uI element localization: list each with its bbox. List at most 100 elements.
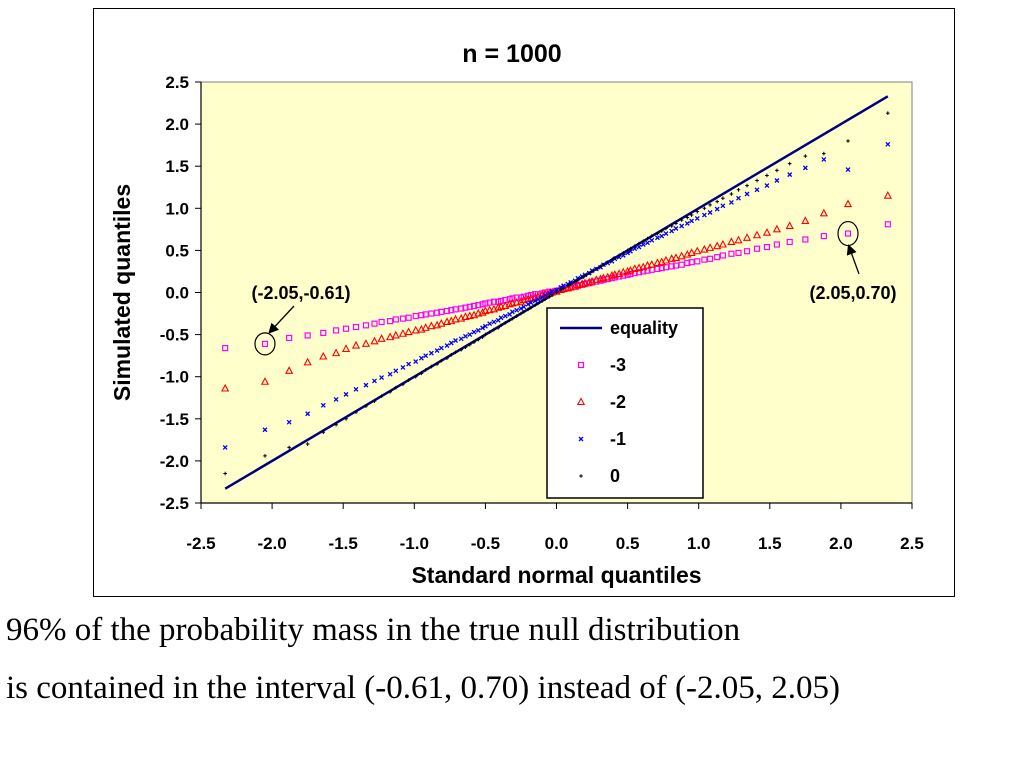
data-point [475, 302, 482, 309]
data-point [332, 327, 340, 334]
data-point [378, 318, 385, 326]
x-tick-label: 1.0 [687, 534, 711, 553]
data-point [647, 260, 656, 268]
data-point [458, 336, 464, 342]
data-point [706, 255, 714, 262]
data-point [663, 231, 669, 237]
data-point [487, 321, 493, 327]
y-tick-label: -0.5 [160, 326, 189, 345]
data-point [610, 257, 614, 262]
data-point [393, 368, 399, 374]
data-point [449, 353, 454, 357]
data-point [668, 263, 675, 270]
chart-title: n = 1000 [462, 40, 561, 68]
data-point [483, 332, 488, 337]
data-point [585, 277, 594, 286]
data-point [718, 239, 727, 248]
data-point [499, 323, 503, 328]
data-point [394, 385, 398, 390]
data-point [701, 256, 708, 263]
data-point [400, 364, 406, 370]
legend-marker-swatch [576, 397, 586, 406]
data-point [418, 312, 425, 319]
data-point [561, 283, 567, 289]
data-point [362, 322, 370, 329]
data-point [470, 302, 478, 310]
data-point [623, 266, 632, 275]
data-point [514, 307, 520, 313]
data-point [561, 286, 566, 291]
data-point [507, 318, 512, 323]
data-point [494, 302, 503, 311]
data-point [305, 411, 311, 417]
data-point [785, 221, 794, 230]
x-tick-label: 1.5 [758, 534, 782, 553]
data-point [406, 361, 412, 367]
data-point [418, 355, 424, 361]
data-point [364, 404, 368, 408]
data-point [421, 323, 430, 331]
data-point [819, 208, 828, 217]
y-tick-label: -2.5 [160, 494, 189, 513]
data-point [352, 323, 360, 331]
data-point [762, 228, 772, 236]
data-point [466, 303, 473, 310]
data-point [438, 308, 445, 315]
data-point [285, 366, 294, 374]
data-point [263, 454, 267, 458]
data-point [786, 238, 793, 246]
data-point [428, 350, 434, 356]
data-point [320, 402, 326, 408]
data-point [520, 293, 527, 300]
legend-label: equality [610, 318, 678, 338]
data-point [533, 303, 537, 307]
data-point [736, 195, 741, 201]
data-point [527, 291, 535, 299]
data-point [655, 235, 660, 241]
data-point [598, 264, 603, 269]
data-point [525, 301, 531, 307]
data-point [405, 314, 412, 321]
data-point [701, 212, 707, 218]
data-point [453, 338, 458, 343]
legend-item: -1 [578, 429, 626, 449]
x-tick-label: -2.5 [186, 534, 215, 553]
data-point [487, 330, 492, 334]
data-point [640, 268, 647, 275]
data-point [482, 300, 489, 307]
data-point [286, 419, 292, 425]
data-point [412, 312, 419, 320]
data-point [685, 215, 690, 220]
data-point [452, 306, 459, 313]
data-point [371, 320, 378, 327]
data-point [458, 305, 465, 312]
x-tick-label: 0.5 [616, 534, 640, 553]
data-point [773, 241, 781, 248]
data-point [260, 377, 270, 385]
data-point [752, 230, 762, 239]
data-point [658, 264, 665, 272]
data-point [587, 271, 592, 275]
data-point [566, 283, 570, 288]
data-point [649, 237, 655, 243]
data-point [684, 259, 691, 267]
annotation-arrow-left [268, 305, 295, 334]
data-point [822, 151, 826, 156]
data-point [605, 260, 610, 264]
data-point [576, 278, 580, 282]
data-point [459, 347, 464, 352]
legend-marker-swatch [579, 474, 583, 478]
legend-label: -2 [610, 392, 626, 412]
data-point [463, 345, 468, 350]
data-point [577, 279, 587, 288]
data-point [354, 410, 358, 414]
data-point [655, 231, 660, 236]
data-point [558, 288, 563, 292]
data-point [820, 232, 827, 240]
data-point [423, 368, 428, 372]
y-tick-label: -1.0 [160, 368, 189, 387]
y-tick-label: -1.5 [160, 410, 189, 429]
x-tick-label: 2.0 [829, 534, 853, 553]
data-point [529, 305, 533, 310]
data-point [434, 348, 440, 354]
